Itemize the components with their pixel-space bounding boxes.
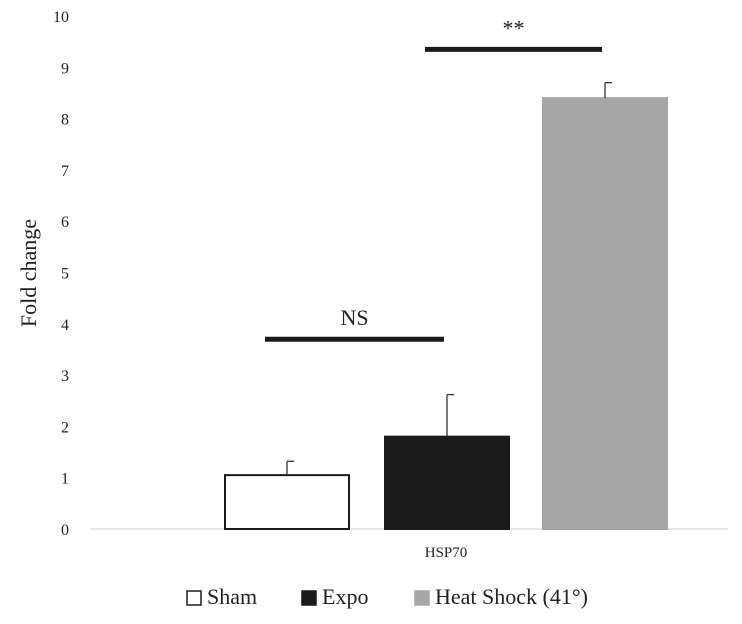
y-tick-label: 3 xyxy=(61,368,69,385)
legend-swatch-sham xyxy=(186,590,202,606)
y-tick-label: 6 xyxy=(61,214,69,231)
legend-label-expo: Expo xyxy=(322,584,368,609)
bar-sham xyxy=(224,474,350,531)
bars xyxy=(224,97,668,531)
y-tick-label: 0 xyxy=(61,522,69,539)
significance-annotations: NS ** xyxy=(265,15,602,342)
legend-label-sham: Sham xyxy=(207,584,257,609)
significance-label: ** xyxy=(503,15,525,40)
significance-label: NS xyxy=(340,305,368,330)
y-axis-ticks: 0 1 2 3 4 5 6 7 8 9 10 xyxy=(53,9,69,539)
legend-swatch-expo xyxy=(301,590,317,606)
bar-expo xyxy=(384,435,510,530)
bar-heat-shock-41 xyxy=(542,97,668,531)
y-tick-label: 8 xyxy=(61,112,69,129)
y-axis-label: Fold change xyxy=(16,219,41,327)
y-tick-label: 4 xyxy=(61,317,69,334)
y-tick-label: 5 xyxy=(61,266,69,283)
y-tick-label: 1 xyxy=(61,471,69,488)
y-tick-label: 9 xyxy=(61,60,69,77)
legend-swatch-heat-shock-41 xyxy=(414,590,430,606)
y-tick-label: 7 xyxy=(61,163,69,180)
error-bars xyxy=(286,82,612,476)
legend: Sham Expo Heat Shock (41°) xyxy=(186,584,588,609)
y-tick-label: 2 xyxy=(61,419,69,436)
legend-label-heat-shock-41: Heat Shock (41°) xyxy=(435,584,588,609)
y-tick-label: 10 xyxy=(53,9,69,26)
x-category-label: HSP70 xyxy=(425,545,468,561)
